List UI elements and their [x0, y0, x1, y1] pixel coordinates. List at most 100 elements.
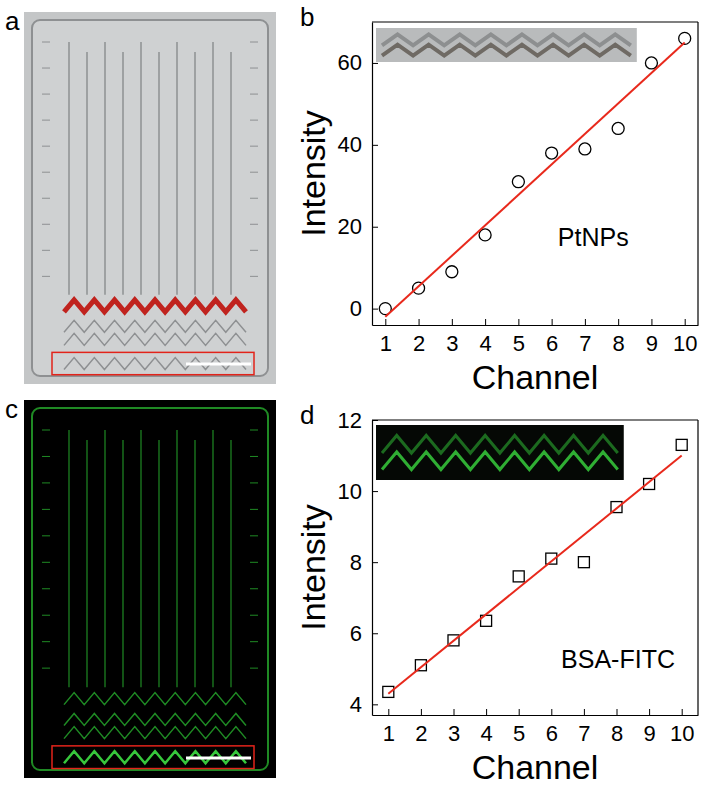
y-tick: 60 — [338, 50, 378, 75]
ruler-mark — [42, 42, 50, 43]
ruler-mark — [42, 94, 50, 95]
data-point — [383, 686, 394, 697]
x-tick-mark — [419, 319, 420, 325]
data-point — [479, 229, 491, 241]
x-tick-mark — [385, 319, 386, 325]
inset-channel — [382, 435, 618, 453]
y-tick-label: 40 — [338, 132, 362, 157]
x-tick-mark — [518, 319, 519, 325]
x-tick-mark — [552, 319, 553, 325]
x-tick-label: 5 — [513, 331, 525, 356]
plot-marks — [383, 439, 687, 697]
panel-label: c — [5, 394, 18, 424]
x-tick: 4 — [480, 709, 492, 746]
y-tick-mark — [372, 491, 378, 492]
ruler-mark — [42, 482, 50, 483]
ruler-mark — [250, 588, 258, 589]
highlight-box — [52, 746, 254, 769]
x-tick-mark — [682, 709, 683, 715]
x-axis: 12345678910 — [373, 709, 699, 746]
ruler-mark — [42, 198, 50, 199]
x-tick-label: 2 — [415, 721, 427, 746]
x-tick-mark — [486, 709, 487, 715]
y-tick-mark — [372, 63, 378, 64]
y-tick-mark — [372, 309, 378, 310]
annotation: BSA-FITC — [561, 645, 675, 673]
channel — [194, 440, 195, 687]
ruler-mark — [250, 250, 258, 251]
plot-frame — [697, 420, 698, 715]
y-tick: 20 — [338, 214, 378, 239]
ruler-mark — [42, 509, 50, 510]
data-point — [512, 176, 524, 188]
y-tick-label: 20 — [338, 214, 362, 239]
x-tick: 5 — [513, 319, 525, 356]
x-tick-mark — [584, 709, 585, 715]
data-point — [546, 147, 558, 159]
x-axis: 12345678910 — [373, 319, 699, 356]
ruler-mark — [250, 430, 258, 431]
channel — [176, 430, 177, 687]
x-tick: 9 — [643, 709, 655, 746]
x-tick-label: 9 — [646, 331, 658, 356]
ruler-mark — [42, 146, 50, 147]
zigzag-channel — [64, 320, 246, 332]
plot-frame — [697, 22, 698, 325]
zigzag-channel — [64, 693, 246, 705]
x-tick: 7 — [579, 319, 591, 356]
scale-bar — [186, 757, 251, 760]
x-tick-label: 8 — [611, 721, 623, 746]
plot-frame — [372, 21, 698, 22]
ruler-mark — [250, 615, 258, 616]
x-axis-line — [373, 715, 699, 716]
ruler-mark — [42, 641, 50, 642]
x-tick-label: 6 — [546, 331, 558, 356]
chart-panel: 123456789100204060PtNPsChannelIntensity — [294, 22, 699, 396]
x-tick: 6 — [546, 709, 558, 746]
ruler-mark — [250, 668, 258, 669]
y-tick: 12 — [338, 408, 378, 433]
ruler-mark — [250, 224, 258, 225]
scale-bar — [186, 363, 251, 366]
ruler-mark — [250, 456, 258, 457]
y-tick-label: 4 — [350, 692, 362, 717]
y-tick-mark — [372, 633, 378, 634]
zigzag-channel — [64, 300, 246, 312]
x-tick: 9 — [646, 319, 658, 356]
y-tick-label: 12 — [338, 408, 362, 433]
annotation: PtNPs — [558, 223, 629, 251]
y-tick-mark — [372, 704, 378, 705]
y-axis: 4681012 — [338, 408, 378, 717]
chart-panel: 123456789104681012BSA-FITCChannelIntensi… — [294, 408, 699, 786]
x-tick: 7 — [578, 709, 590, 746]
x-tick: 3 — [446, 319, 458, 356]
ruler-mark — [250, 42, 258, 43]
x-tick-label: 1 — [383, 721, 395, 746]
x-tick-label: 8 — [613, 331, 625, 356]
channel — [140, 42, 142, 295]
channel — [68, 430, 69, 687]
ruler-mark — [250, 535, 258, 536]
channel — [230, 52, 232, 295]
data-point — [645, 57, 657, 69]
ruler-mark — [42, 68, 50, 69]
photo-panel — [24, 400, 276, 778]
y-tick: 4 — [350, 692, 378, 717]
x-tick-label: 10 — [670, 721, 694, 746]
y-tick: 40 — [338, 132, 378, 157]
plot-marks — [379, 32, 690, 316]
figure: ac123456789100204060PtNPsChannelIntensit… — [0, 0, 712, 789]
chip-outline — [32, 408, 268, 770]
fit-line — [388, 456, 681, 694]
x-tick-mark — [454, 709, 455, 715]
data-point — [676, 439, 687, 450]
x-tick: 2 — [413, 319, 425, 356]
inset-channel — [382, 452, 618, 470]
fit-line — [385, 42, 684, 316]
y-tick-mark — [372, 145, 378, 146]
data-point — [513, 571, 524, 582]
ruler-mark — [42, 224, 50, 225]
channel — [140, 430, 141, 687]
panel-label: d — [300, 400, 314, 430]
x-tick-mark — [617, 709, 618, 715]
